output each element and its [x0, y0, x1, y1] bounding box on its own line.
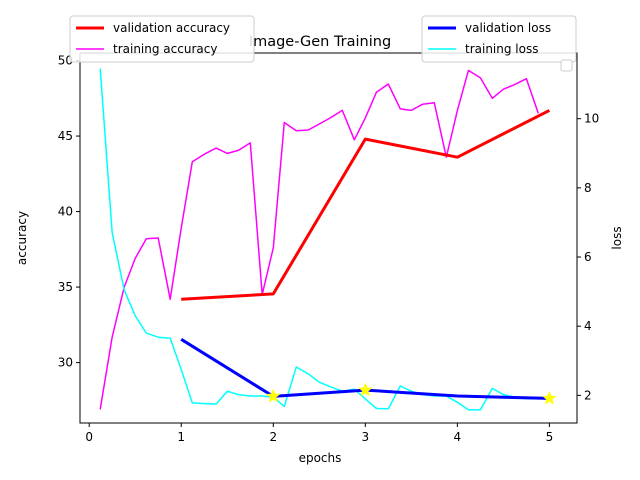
y-left-axis-ticks: 30 35 40 45 50: [58, 54, 80, 370]
y-left-axis-label: accuracy: [15, 211, 29, 265]
legend-label: validation accuracy: [113, 21, 230, 35]
x-tick-label: 3: [361, 430, 369, 444]
best-epoch-star-marker: [265, 388, 281, 403]
y-left-tick-label: 45: [58, 129, 73, 143]
y-left-tick-label: 35: [58, 280, 73, 294]
chart-title: Image-Gen Training: [249, 34, 391, 50]
training-accuracy-line: [99, 69, 540, 410]
y-right-tick-label: 4: [584, 319, 592, 333]
x-tick-label: 0: [85, 430, 93, 444]
x-tick-label: 4: [454, 430, 462, 444]
x-tick-label: 2: [269, 430, 277, 444]
legend-label: validation loss: [465, 21, 551, 35]
y-right-tick-label: 2: [584, 388, 592, 402]
x-axis-label: epochs: [299, 451, 342, 465]
y-right-axis-ticks: 2 4 6 8 10: [577, 112, 599, 402]
x-tick-label: 1: [177, 430, 185, 444]
legend-label: training accuracy: [113, 42, 217, 56]
y-left-tick-label: 30: [58, 356, 73, 370]
y-left-tick-label: 50: [58, 54, 73, 68]
legend-box: [421, 15, 577, 63]
y-right-tick-label: 10: [584, 112, 599, 126]
plot-frame: [79, 52, 578, 424]
validation-accuracy-line: [181, 109, 551, 301]
y-right-tick-label: 6: [584, 250, 592, 264]
best-epoch-star-marker: [542, 390, 557, 405]
y-left-tick-label: 40: [58, 205, 73, 219]
x-tick-label: 5: [546, 430, 554, 444]
training-loss-line: [99, 68, 550, 411]
legend-label: training loss: [465, 42, 538, 56]
legend-loss: validation loss training loss: [421, 15, 577, 63]
plot-background: [80, 53, 577, 423]
x-axis-ticks: 0 1 2 3 4 5: [85, 423, 553, 444]
legend-accuracy: validation accuracy training accuracy: [69, 15, 255, 63]
y-right-axis-label: loss: [610, 226, 624, 249]
marker-layer: [265, 382, 557, 405]
y-right-tick-label: 8: [584, 181, 592, 195]
empty-legend-box: [560, 59, 573, 72]
legend-box: [69, 15, 255, 63]
best-epoch-star-marker: [358, 382, 373, 397]
